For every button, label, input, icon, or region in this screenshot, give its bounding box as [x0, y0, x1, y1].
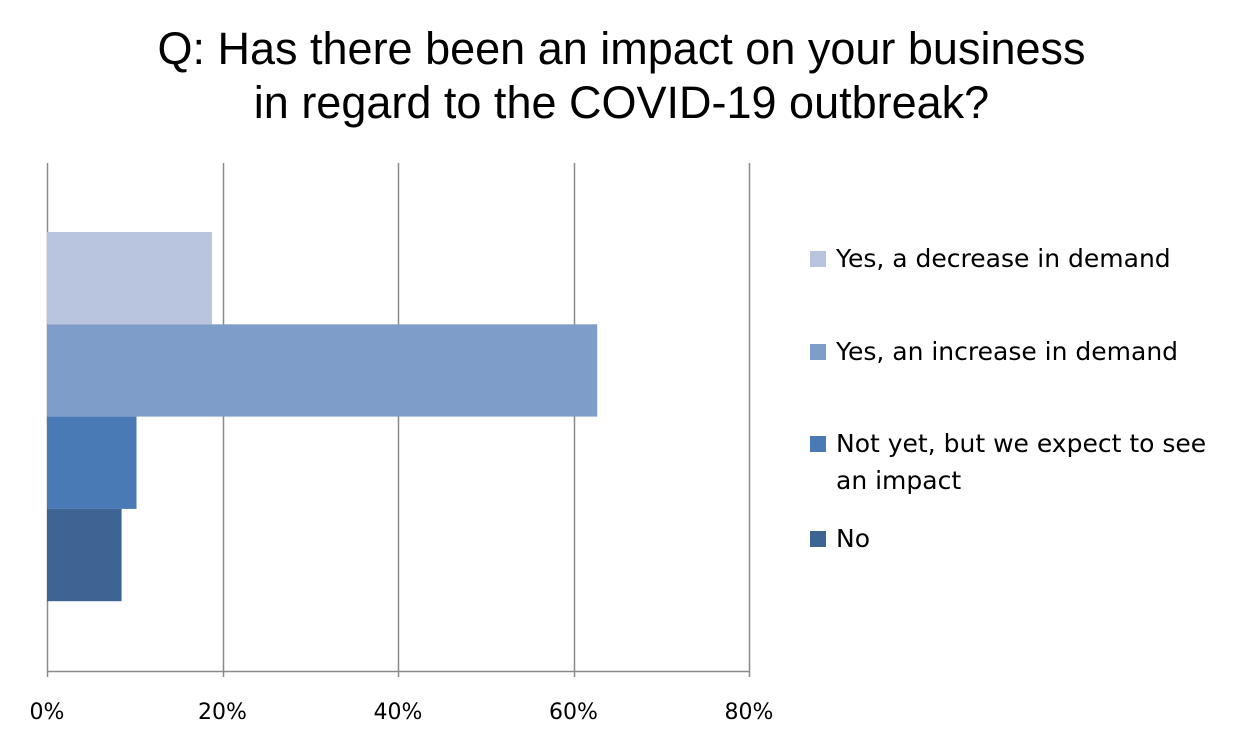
legend-swatch — [810, 436, 826, 452]
chart-title-line-1: Q: Has there been an impact on your busi… — [157, 23, 1086, 74]
x-tick-label: 80% — [725, 700, 774, 725]
legend-label: No — [836, 524, 870, 553]
bar — [47, 416, 137, 509]
legend-item: Not yet, but we expect to see an impact — [810, 425, 1230, 499]
chart-title-line-2: in regard to the COVID-19 outbreak? — [253, 77, 990, 128]
legend-item: No — [810, 520, 1230, 557]
legend-swatch — [810, 251, 826, 267]
bar — [47, 324, 598, 417]
legend-label: Yes, a decrease in demand — [836, 244, 1171, 273]
legend-label: Yes, an increase in demand — [836, 337, 1179, 366]
x-tick-label: 40% — [374, 700, 423, 725]
x-tick-label: 0% — [30, 700, 65, 725]
legend-item: Yes, an increase in demand — [810, 333, 1230, 370]
legend-swatch — [810, 531, 826, 547]
bar — [47, 508, 122, 602]
x-tick-label: 60% — [549, 700, 598, 725]
bar — [47, 232, 212, 325]
chart-title: Q: Has there been an impact on your busi… — [0, 22, 1243, 130]
x-tick-label: 20% — [198, 700, 247, 725]
legend-swatch — [810, 344, 826, 360]
legend-label: Not yet, but we expect to see an impact — [836, 429, 1207, 495]
legend-item: Yes, a decrease in demand — [810, 240, 1230, 277]
